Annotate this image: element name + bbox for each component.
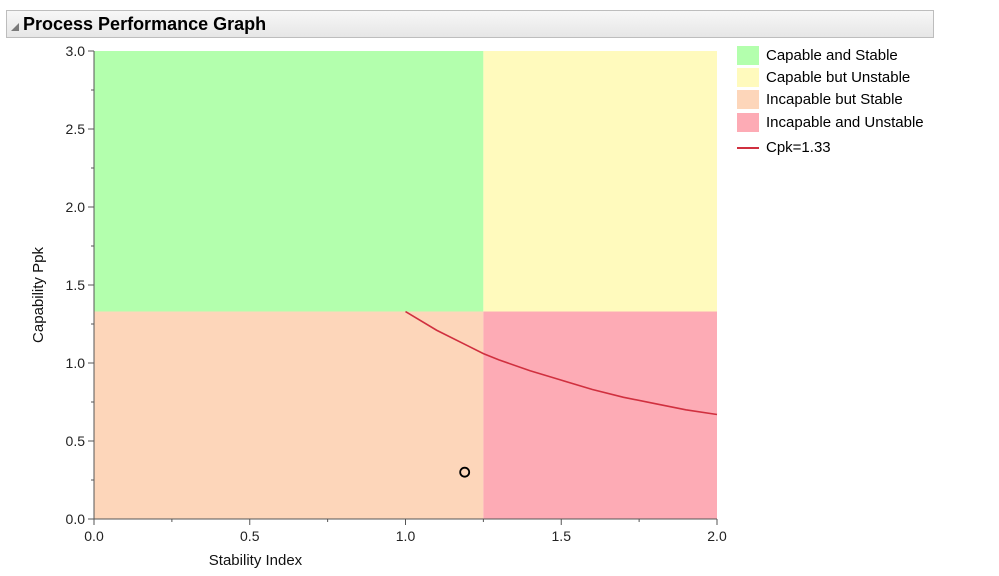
legend: Capable and Stable Capable but Unstable In…: [737, 44, 924, 159]
y-tick-label: 3.0: [66, 43, 86, 59]
legend-item[interactable]: Incapable but Stable: [737, 89, 924, 111]
region-incapable-and-unstable: [483, 311, 717, 519]
curve-layer: [405, 310, 718, 416]
y-axis-title: Capability Ppk: [30, 247, 47, 343]
x-tick-label: 0.5: [240, 528, 260, 544]
y-tick-label: 0.0: [66, 511, 86, 527]
legend-label: Incapable and Unstable: [766, 113, 924, 131]
x-tick-label: 0.0: [84, 528, 104, 544]
axes-layer: 0.0 0.5 1.0 1.5 2.0 0.0 0.5 1.0 1.5 2.0 2.5 3.0: [66, 43, 727, 544]
y-tick-label: 2.5: [66, 121, 86, 137]
y-tick-label: 1.0: [66, 355, 86, 371]
legend-label: Incapable but Stable: [766, 91, 903, 109]
y-tick-label: 2.0: [66, 199, 86, 215]
region-capable-and-stable: [94, 51, 484, 312]
legend-line-swatch: [737, 146, 759, 149]
legend-label: Cpk=1.33: [766, 139, 831, 157]
legend-color-swatch: [737, 90, 759, 110]
disclosure-triangle-icon[interactable]: [11, 23, 19, 31]
cpk-curve-line: [405, 310, 718, 416]
y-tick-label: 1.5: [66, 277, 86, 293]
y-tick-label: 0.5: [66, 433, 86, 449]
legend-label: Capable and Stable: [766, 46, 898, 64]
region-incapable-but-stable: [94, 311, 484, 519]
legend-item[interactable]: Capable and Stable: [737, 44, 924, 66]
report-title: Process Performance Graph: [23, 13, 267, 34]
x-tick-label: 1.0: [396, 528, 416, 544]
points-layer: [459, 466, 471, 478]
legend-color-swatch: [737, 68, 759, 88]
legend-color-swatch: [737, 112, 759, 132]
region-layer: [94, 51, 717, 519]
legend-label: Capable but Unstable: [766, 69, 911, 87]
x-tick-label: 2.0: [707, 528, 727, 544]
legend-color-swatch: [737, 45, 759, 65]
x-axis-title: Stability Index: [209, 552, 303, 569]
legend-item[interactable]: Capable but Unstable: [737, 66, 924, 88]
region-capable-but-unstable: [483, 51, 717, 312]
report-header[interactable]: Process Performance Graph: [6, 10, 934, 38]
legend-item[interactable]: Incapable and Unstable: [737, 111, 924, 133]
legend-item[interactable]: Cpk=1.33: [737, 137, 924, 159]
data-point[interactable]: [459, 466, 471, 478]
x-tick-label: 1.5: [552, 528, 572, 544]
